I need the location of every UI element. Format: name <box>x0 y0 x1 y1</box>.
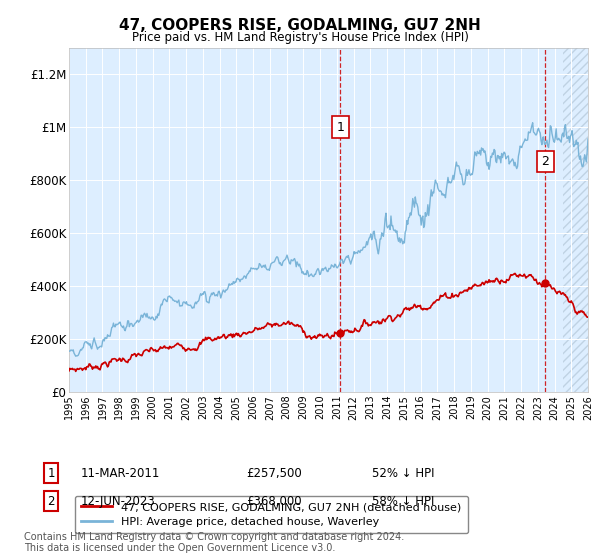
Text: 2: 2 <box>541 155 549 168</box>
Text: 58% ↓ HPI: 58% ↓ HPI <box>372 494 434 508</box>
Text: 1: 1 <box>336 120 344 134</box>
Text: Contains HM Land Registry data © Crown copyright and database right 2024.
This d: Contains HM Land Registry data © Crown c… <box>24 531 404 553</box>
Text: 47, COOPERS RISE, GODALMING, GU7 2NH: 47, COOPERS RISE, GODALMING, GU7 2NH <box>119 18 481 33</box>
Text: Price paid vs. HM Land Registry's House Price Index (HPI): Price paid vs. HM Land Registry's House … <box>131 31 469 44</box>
Text: 1: 1 <box>47 466 55 480</box>
Text: £368,000: £368,000 <box>246 494 302 508</box>
Text: 2: 2 <box>47 494 55 508</box>
Bar <box>563 48 588 392</box>
Legend: 47, COOPERS RISE, GODALMING, GU7 2NH (detached house), HPI: Average price, detac: 47, COOPERS RISE, GODALMING, GU7 2NH (de… <box>74 496 468 534</box>
Bar <box>563 48 588 392</box>
Text: £257,500: £257,500 <box>246 466 302 480</box>
Text: 12-JUN-2023: 12-JUN-2023 <box>81 494 156 508</box>
Text: 11-MAR-2011: 11-MAR-2011 <box>81 466 160 480</box>
Text: 52% ↓ HPI: 52% ↓ HPI <box>372 466 434 480</box>
